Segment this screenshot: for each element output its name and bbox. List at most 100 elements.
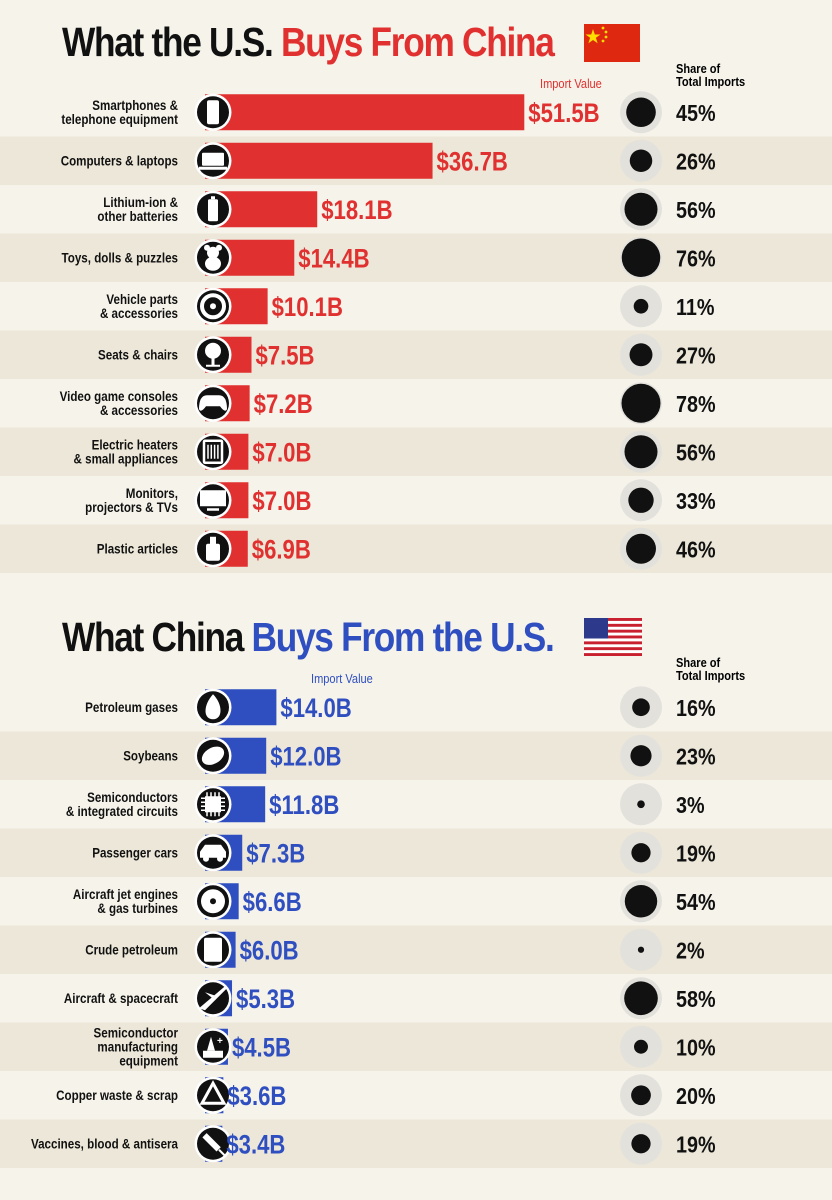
title-prefix: What the U.S. (62, 19, 274, 65)
category-label: Semiconductor (94, 1026, 179, 1041)
value-label: $7.0B (252, 487, 311, 517)
row-band (0, 233, 832, 282)
share-label: 2% (676, 938, 705, 964)
share-label: 27% (676, 343, 716, 369)
oil-barrel-icon (204, 937, 222, 962)
airplane-icon (199, 986, 227, 1011)
svg-text:+: + (217, 1036, 223, 1047)
category-label: telephone equipment (61, 112, 178, 127)
share-label: 16% (676, 696, 716, 722)
category-label: Crude petroleum (85, 943, 178, 958)
share-bubble (633, 298, 649, 314)
share-label: 78% (676, 392, 716, 418)
share-bubble (624, 192, 658, 226)
value-label: $7.3B (246, 840, 305, 870)
bar (205, 142, 433, 179)
value-label: $4.5B (232, 1034, 291, 1064)
battery-icon (208, 196, 218, 222)
china-flag-icon (584, 24, 640, 62)
share-label: 19% (676, 1132, 716, 1158)
value-label: $7.2B (254, 390, 313, 420)
category-label: other batteries (97, 209, 178, 224)
share-label: 20% (676, 1084, 716, 1110)
share-bubble (630, 745, 652, 767)
share-label: 19% (676, 841, 716, 867)
value-label: $18.1B (321, 196, 392, 226)
share-bubble (629, 149, 653, 173)
chart-row: Video game consoles& accessories $7.2B 78% (60, 382, 716, 425)
value-label: $14.4B (298, 245, 369, 275)
import-value-header: Import Value (311, 671, 373, 686)
flame-icon (205, 694, 221, 720)
share-label: 54% (676, 890, 716, 916)
row-band (0, 731, 832, 780)
share-bubble (629, 343, 653, 367)
share-label: 45% (676, 101, 716, 127)
share-bubble (624, 885, 658, 918)
value-label: $36.7B (437, 148, 508, 178)
manufacturing-icon: + (203, 1036, 223, 1058)
share-bubble (631, 843, 651, 863)
chart-row: Crude petroleum $6.0B 2% (85, 928, 705, 971)
share-header: Share of Total Imports (676, 62, 745, 88)
chart-row: Copper waste & scrap $3.6B 20% (56, 1074, 716, 1117)
share-header: Share of Total Imports (676, 656, 745, 682)
share-header-line1: Share of (676, 655, 721, 670)
category-label: Soybeans (123, 749, 178, 764)
category-label: Computers & laptops (61, 154, 178, 169)
title-highlight: Buys From the U.S. (251, 614, 555, 660)
category-label: Petroleum gases (85, 700, 178, 715)
share-label: 46% (676, 537, 716, 563)
category-label: Aircraft jet engines (73, 887, 178, 902)
category-label: Aircraft & spacecraft (64, 991, 179, 1006)
section-title-china-exports: What the U.S. Buys From China (62, 19, 555, 65)
share-bubble (637, 800, 645, 809)
chart-row: Semiconductors& integrated circuits $11.8… (66, 783, 705, 826)
row-band (0, 330, 832, 379)
share-label: 58% (676, 987, 716, 1013)
share-bubble (631, 1134, 651, 1154)
share-bubble (626, 97, 656, 128)
share-header-line2: Total Imports (676, 668, 746, 683)
category-label: & integrated circuits (66, 804, 178, 819)
share-bubble (624, 435, 658, 469)
syringe-icon (202, 1133, 227, 1158)
share-header-line1: Share of (676, 61, 721, 76)
chart-row: Monitors,projectors & TVs $7.0B 33% (85, 479, 716, 522)
category-label: Lithium-ion & (103, 195, 178, 210)
bottle-icon (206, 536, 220, 561)
row-band (0, 1119, 832, 1168)
heater-icon (202, 439, 224, 464)
chart-row: Soybeans $12.0B 23% (123, 734, 716, 777)
category-label: Copper waste & scrap (56, 1088, 178, 1103)
chart-row: Computers & laptops $36.7B 26% (61, 139, 716, 182)
value-label: $14.0B (280, 694, 351, 724)
chart-row: Toys, dolls & puzzles $14.4B 76% (62, 236, 716, 279)
chart-row: Seats & chairs $7.5B 27% (98, 333, 716, 376)
category-label: Electric heaters (92, 438, 178, 453)
category-label: Smartphones & (92, 98, 178, 113)
row-band (0, 427, 832, 476)
monitor-icon (200, 490, 226, 511)
share-header-line2: Total Imports (676, 74, 746, 89)
category-label: Vehicle parts (106, 292, 178, 307)
chart-row: Vehicle parts& accessories $10.1B 11% (100, 285, 714, 328)
value-label: $6.0B (240, 937, 299, 967)
turbine-icon (201, 889, 225, 914)
value-label: $6.6B (243, 888, 302, 918)
gamepad-icon (199, 395, 227, 411)
row-band (0, 925, 832, 974)
china-exports-chart: Smartphones &telephone equipment $51.5B 45… (0, 91, 832, 573)
chart-row: Petroleum gases $14.0B 16% (85, 686, 716, 729)
category-label: Seats & chairs (98, 348, 178, 363)
category-label: Semiconductors (87, 790, 178, 805)
value-label: $5.3B (236, 985, 295, 1015)
category-label: equipment (119, 1054, 178, 1069)
category-label: projectors & TVs (85, 500, 178, 515)
us-exports-chart: Petroleum gases $14.0B 16% Soybeans $12.0B 23… (0, 686, 832, 1168)
share-bubble (637, 946, 645, 953)
share-bubble (634, 1039, 648, 1054)
category-label: & gas turbines (97, 901, 178, 916)
share-bubble (624, 981, 658, 1016)
